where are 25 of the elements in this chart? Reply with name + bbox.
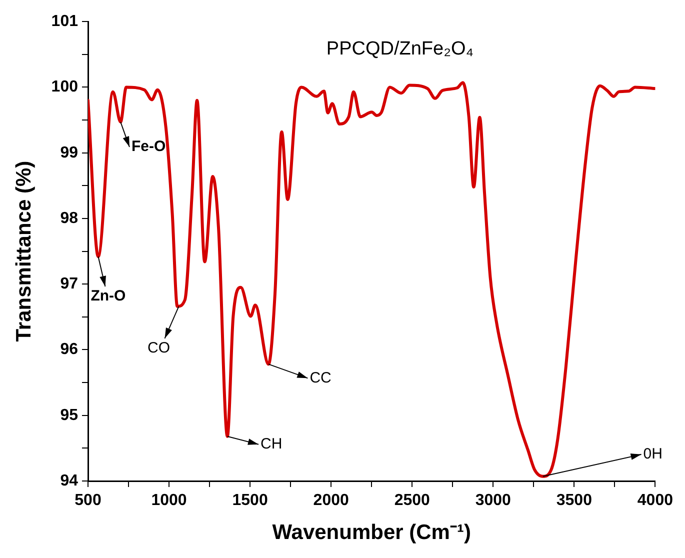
y-tick-label: 100 xyxy=(51,78,78,96)
y-tick-label: 96 xyxy=(60,341,78,358)
annotation: CH xyxy=(260,436,282,453)
x-tick-label: 3000 xyxy=(475,492,512,510)
y-tick-label: 94 xyxy=(60,472,78,490)
y-tick-label: 101 xyxy=(51,13,78,30)
x-tick-label: 4000 xyxy=(637,492,674,510)
annotation: CC xyxy=(310,369,332,386)
y-tick-label: 99 xyxy=(60,144,78,162)
x-tick-label: 1000 xyxy=(151,492,187,510)
x-tick-label: 2500 xyxy=(394,492,430,510)
y-tick-label: 98 xyxy=(60,210,78,227)
x-tick-label: 500 xyxy=(74,492,102,510)
annotation: CO xyxy=(148,340,170,357)
annotation: Fe-O xyxy=(131,138,166,156)
y-tick-label: 95 xyxy=(60,406,78,424)
x-axis-title: Wavenumber (Cm⁻¹) xyxy=(272,521,471,544)
annotation: Zn-O xyxy=(90,288,126,305)
y-tick-label: 97 xyxy=(60,276,78,293)
y-axis-title: Transmittance (%) xyxy=(12,160,36,342)
annotation: 0H xyxy=(643,446,662,463)
x-tick-label: 2000 xyxy=(313,492,349,510)
x-tick-label: 1500 xyxy=(232,492,268,510)
text: PPCQD/ZnFe₂O₄ xyxy=(326,38,474,60)
x-tick-label: 3500 xyxy=(556,492,592,510)
